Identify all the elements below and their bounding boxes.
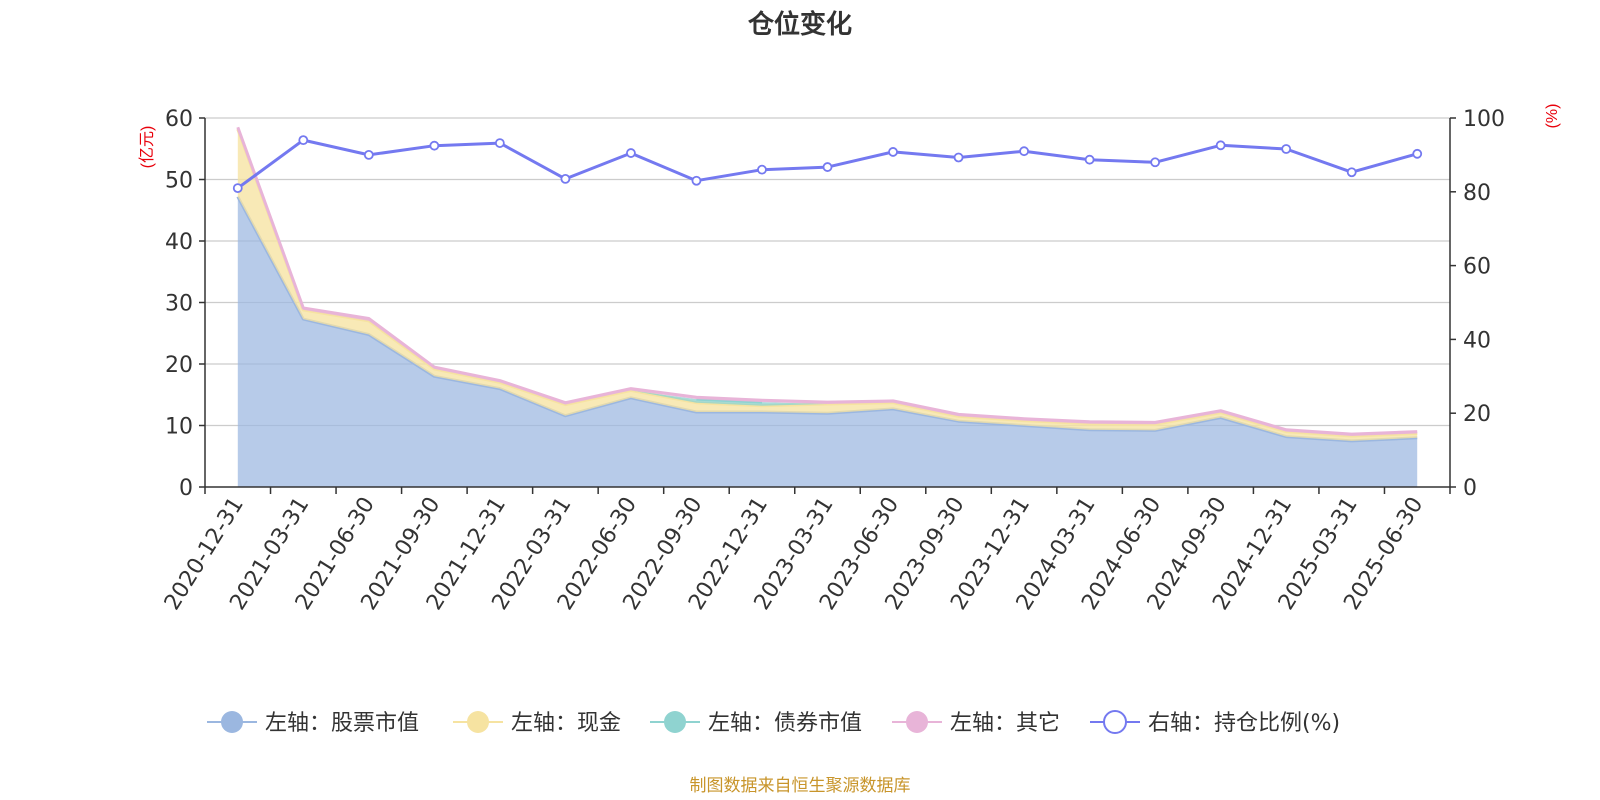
- y-left-tick-label: 10: [165, 415, 193, 440]
- y-right-tick-label: 60: [1463, 255, 1491, 280]
- y-right-tick-label: 80: [1463, 181, 1491, 206]
- y-left-tick-label: 0: [179, 476, 193, 501]
- y-right-tick-label: 40: [1463, 328, 1491, 353]
- y-right-tick-label: 0: [1463, 476, 1477, 501]
- legend-label-4: 左轴：其它: [950, 711, 1060, 736]
- ratio-point: [298, 135, 309, 146]
- legend-marker-5: [1103, 710, 1127, 734]
- ratio-point: [888, 147, 898, 157]
- ratio-point: [822, 162, 833, 172]
- ratio-point: [494, 138, 505, 148]
- y-left-tick-label: 60: [165, 107, 193, 132]
- ratio-line-series: [232, 135, 1423, 194]
- ratio-point: [429, 140, 440, 151]
- legend-label-3: 左轴：债券市值: [708, 711, 862, 736]
- legend: 左轴：股票市值 左轴：现金 左轴：债券市值 左轴：其它 右轴：持仓比例(%): [207, 710, 1340, 736]
- ratio-point: [691, 175, 702, 186]
- y-left-unit-label: (亿元): [138, 126, 156, 169]
- stacked-areas: [236, 126, 1418, 487]
- ratio-point: [1150, 157, 1161, 168]
- y-left-tick-label: 30: [165, 292, 193, 317]
- ratio-point: [560, 173, 571, 184]
- y-right-tick-label: 20: [1463, 402, 1491, 427]
- legend-marker-3: [664, 711, 686, 733]
- ratio-point: [363, 149, 374, 160]
- ratio-point: [1412, 148, 1423, 159]
- ratio-point: [232, 183, 243, 194]
- y-left-tick-label: 50: [165, 169, 193, 194]
- y-left-tick-label: 40: [165, 230, 193, 255]
- legend-label-5: 右轴：持仓比例(%): [1148, 711, 1340, 736]
- ratio-point: [1281, 144, 1292, 154]
- legend-label-1: 左轴：股票市值: [265, 711, 419, 736]
- ratio-point: [626, 148, 636, 158]
- ratio-point: [1346, 167, 1357, 178]
- ratio-point: [1019, 146, 1029, 157]
- ratio-point: [757, 164, 767, 175]
- y-left-tick-label: 20: [165, 353, 193, 378]
- ratio-point: [953, 152, 964, 163]
- legend-marker-4: [906, 711, 928, 733]
- legend-label-2: 左轴：现金: [511, 711, 621, 736]
- area-1: [237, 196, 1418, 487]
- ratio-point: [1215, 140, 1226, 151]
- y-right-tick-label: 100: [1463, 107, 1505, 132]
- y-right-unit-label: (%): [1544, 104, 1561, 129]
- legend-marker-1: [221, 711, 243, 733]
- data-source-note: 制图数据来自恒生聚源数据库: [690, 776, 911, 796]
- area-line-4: [236, 126, 1418, 436]
- legend-marker-2: [467, 711, 489, 733]
- ratio-point: [1084, 154, 1095, 165]
- chart-title: 仓位变化: [747, 9, 852, 40]
